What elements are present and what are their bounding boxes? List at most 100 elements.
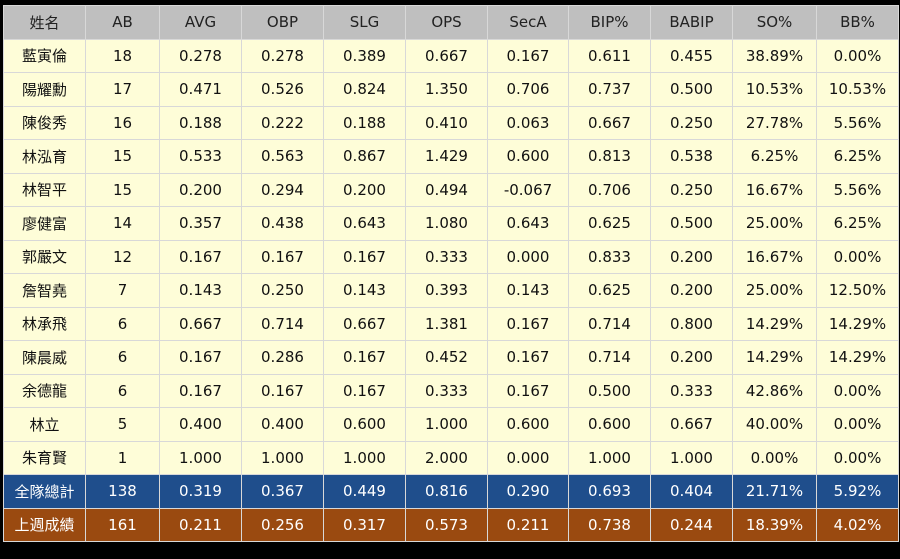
cell-seca: -0.067 bbox=[487, 172, 569, 207]
cell-babip: 0.250 bbox=[650, 105, 733, 140]
cell-bip-pct: 0.714 bbox=[568, 306, 651, 341]
cell-slg: 0.200 bbox=[323, 172, 406, 207]
cell-ops: 2.000 bbox=[405, 440, 488, 475]
cell-babip: 0.455 bbox=[650, 38, 733, 73]
cell-seca: 0.600 bbox=[487, 407, 569, 442]
cell-avg: 0.188 bbox=[159, 105, 242, 140]
cell-slg: 0.824 bbox=[323, 72, 406, 107]
cell-so-pct: 27.78% bbox=[732, 105, 817, 140]
cell-ab: 161 bbox=[85, 507, 160, 542]
header-row: 姓名 AB AVG OBP SLG OPS SecA BIP% BABIP SO% BB% bbox=[3, 5, 899, 40]
cell-name: 林智平 bbox=[3, 172, 86, 207]
cell-obp: 0.256 bbox=[241, 507, 324, 542]
cell-slg: 0.643 bbox=[323, 206, 406, 241]
cell-babip: 0.404 bbox=[650, 474, 733, 509]
cell-name: 林泓育 bbox=[3, 139, 86, 174]
cell-bip-pct: 0.714 bbox=[568, 340, 651, 375]
cell-bb-pct: 0.00% bbox=[816, 38, 899, 73]
cell-seca: 0.000 bbox=[487, 239, 569, 274]
cell-slg: 1.000 bbox=[323, 440, 406, 475]
cell-bip-pct: 1.000 bbox=[568, 440, 651, 475]
cell-slg: 0.167 bbox=[323, 373, 406, 408]
cell-bb-pct: 6.25% bbox=[816, 206, 899, 241]
cell-avg: 0.400 bbox=[159, 407, 242, 442]
cell-name: 陽耀勳 bbox=[3, 72, 86, 107]
cell-ab: 138 bbox=[85, 474, 160, 509]
team-total-row: 全隊總計 138 0.319 0.367 0.449 0.816 0.290 0.693 0.4… bbox=[3, 474, 899, 509]
cell-name: 余德龍 bbox=[3, 373, 86, 408]
cell-babip: 0.500 bbox=[650, 206, 733, 241]
column-header-so-pct: SO% bbox=[732, 5, 817, 40]
cell-obp: 0.563 bbox=[241, 139, 324, 174]
cell-bip-pct: 0.706 bbox=[568, 172, 651, 207]
player-row: 陳晨威 6 0.167 0.286 0.167 0.452 0.167 0.714 0.200 1… bbox=[3, 340, 899, 375]
column-header-slg: SLG bbox=[323, 5, 406, 40]
player-row: 藍寅倫 18 0.278 0.278 0.389 0.667 0.167 0.611 0.455… bbox=[3, 38, 899, 73]
cell-slg: 0.317 bbox=[323, 507, 406, 542]
cell-so-pct: 14.29% bbox=[732, 340, 817, 375]
cell-ops: 0.333 bbox=[405, 239, 488, 274]
cell-ab: 7 bbox=[85, 273, 160, 308]
player-row: 廖健富 14 0.357 0.438 0.643 1.080 0.643 0.625 0.500… bbox=[3, 206, 899, 241]
player-row: 郭嚴文 12 0.167 0.167 0.167 0.333 0.000 0.833 0.200… bbox=[3, 239, 899, 274]
cell-avg: 0.533 bbox=[159, 139, 242, 174]
cell-name: 上週成績 bbox=[3, 507, 86, 542]
cell-name: 陳俊秀 bbox=[3, 105, 86, 140]
cell-name: 詹智堯 bbox=[3, 273, 86, 308]
cell-ab: 6 bbox=[85, 306, 160, 341]
cell-slg: 0.143 bbox=[323, 273, 406, 308]
cell-bb-pct: 12.50% bbox=[816, 273, 899, 308]
cell-ops: 0.393 bbox=[405, 273, 488, 308]
cell-obp: 1.000 bbox=[241, 440, 324, 475]
cell-babip: 0.333 bbox=[650, 373, 733, 408]
player-row: 林承飛 6 0.667 0.714 0.667 1.381 0.167 0.714 0.800 1… bbox=[3, 306, 899, 341]
cell-ops: 0.667 bbox=[405, 38, 488, 73]
cell-obp: 0.167 bbox=[241, 239, 324, 274]
cell-avg: 0.667 bbox=[159, 306, 242, 341]
cell-seca: 0.167 bbox=[487, 38, 569, 73]
cell-babip: 0.244 bbox=[650, 507, 733, 542]
cell-avg: 0.357 bbox=[159, 206, 242, 241]
cell-obp: 0.526 bbox=[241, 72, 324, 107]
column-header-name: 姓名 bbox=[3, 5, 86, 40]
column-header-ops: OPS bbox=[405, 5, 488, 40]
cell-so-pct: 14.29% bbox=[732, 306, 817, 341]
cell-ab: 18 bbox=[85, 38, 160, 73]
cell-seca: 0.706 bbox=[487, 72, 569, 107]
cell-babip: 0.538 bbox=[650, 139, 733, 174]
cell-babip: 0.200 bbox=[650, 340, 733, 375]
cell-ab: 15 bbox=[85, 172, 160, 207]
cell-ops: 1.381 bbox=[405, 306, 488, 341]
cell-avg: 0.278 bbox=[159, 38, 242, 73]
cell-bb-pct: 0.00% bbox=[816, 440, 899, 475]
cell-babip: 1.000 bbox=[650, 440, 733, 475]
cell-ops: 0.573 bbox=[405, 507, 488, 542]
cell-seca: 0.600 bbox=[487, 139, 569, 174]
cell-obp: 0.250 bbox=[241, 273, 324, 308]
cell-avg: 1.000 bbox=[159, 440, 242, 475]
cell-ab: 14 bbox=[85, 206, 160, 241]
cell-bip-pct: 0.500 bbox=[568, 373, 651, 408]
cell-bb-pct: 10.53% bbox=[816, 72, 899, 107]
cell-name: 林承飛 bbox=[3, 306, 86, 341]
cell-name: 朱育賢 bbox=[3, 440, 86, 475]
cell-babip: 0.200 bbox=[650, 239, 733, 274]
cell-bip-pct: 0.833 bbox=[568, 239, 651, 274]
cell-so-pct: 25.00% bbox=[732, 206, 817, 241]
column-header-bb-pct: BB% bbox=[816, 5, 899, 40]
cell-bip-pct: 0.667 bbox=[568, 105, 651, 140]
cell-ops: 0.494 bbox=[405, 172, 488, 207]
cell-ab: 5 bbox=[85, 407, 160, 442]
stats-table-frame: 姓名 AB AVG OBP SLG OPS SecA BIP% BABIP SO% BB% 藍寅倫 1… bbox=[3, 5, 899, 556]
cell-seca: 0.167 bbox=[487, 306, 569, 341]
cell-ops: 1.429 bbox=[405, 139, 488, 174]
cell-bip-pct: 0.737 bbox=[568, 72, 651, 107]
cell-avg: 0.200 bbox=[159, 172, 242, 207]
cell-ab: 16 bbox=[85, 105, 160, 140]
cell-slg: 0.167 bbox=[323, 239, 406, 274]
cell-obp: 0.714 bbox=[241, 306, 324, 341]
cell-name: 陳晨威 bbox=[3, 340, 86, 375]
cell-bip-pct: 0.625 bbox=[568, 273, 651, 308]
cell-bip-pct: 0.625 bbox=[568, 206, 651, 241]
cell-ab: 12 bbox=[85, 239, 160, 274]
